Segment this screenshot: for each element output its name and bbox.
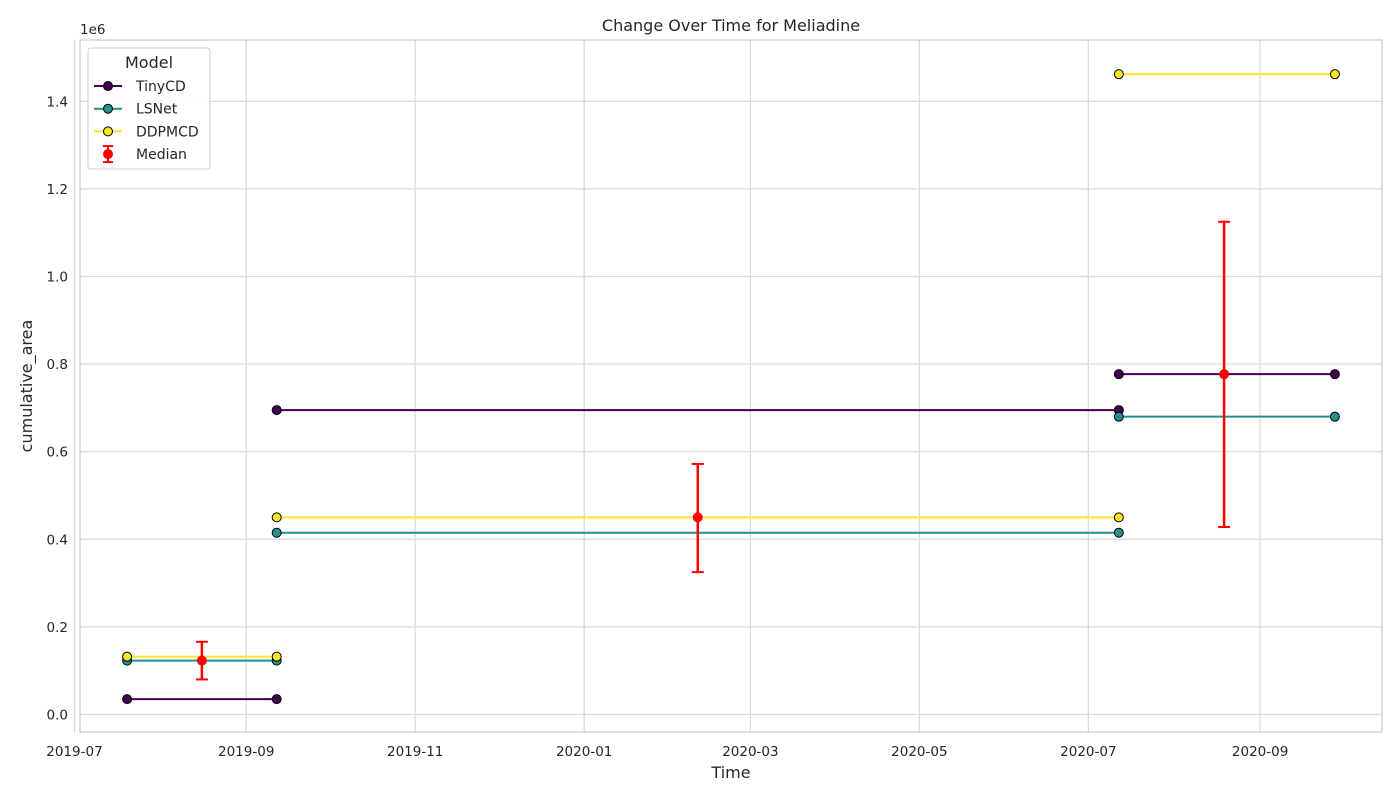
data-point (1113, 512, 1124, 523)
median-point (196, 655, 207, 666)
data-point (122, 694, 133, 705)
legend-label: TinyCD (135, 79, 186, 95)
data-point (271, 694, 282, 705)
x-tick-label: 2020-09 (1232, 744, 1288, 760)
legend-item: LSNet (94, 102, 178, 118)
median-errorbar (1218, 220, 1231, 529)
y-tick-label: 0.8 (47, 357, 68, 373)
plot-area (79, 39, 1383, 733)
x-axis-label: Time (710, 763, 750, 782)
chart-title: Change Over Time for Meliadine (602, 16, 860, 35)
median-layer (195, 220, 1231, 681)
x-tick-label: 2019-09 (218, 744, 274, 760)
data-point (122, 651, 133, 662)
legend-label: LSNet (136, 102, 178, 118)
data-point (1329, 369, 1340, 380)
series-ddpmcd (122, 69, 1340, 662)
median-errorbar (195, 640, 208, 681)
y-tick-label: 1.4 (47, 94, 68, 110)
data-point (271, 527, 282, 538)
median-errorbar (691, 462, 704, 574)
grid (73, 40, 1382, 732)
legend-item: DDPMCD (94, 124, 199, 140)
tick-labels: 2019-07 2019-09 2019-11 2020-01 2020-03 2020-… (46, 94, 1288, 760)
legend-title: Model (125, 53, 173, 72)
y-scale-label: 1e6 (80, 22, 105, 38)
legend-label: DDPMCD (136, 124, 199, 140)
data-point (1113, 369, 1124, 380)
median-point (1219, 369, 1230, 380)
x-tick-label: 2020-01 (556, 744, 612, 760)
median-point (692, 512, 703, 523)
data-point (1329, 69, 1340, 80)
x-tick-label: 2020-05 (891, 744, 947, 760)
legend-swatch-marker (103, 126, 113, 137)
y-tick-label: 0.4 (47, 532, 68, 548)
legend-swatch-marker (103, 149, 113, 160)
legend-swatch-marker (103, 81, 113, 91)
data-point (1113, 411, 1124, 422)
series-tinycd (122, 369, 1340, 705)
x-tick-label: 2020-07 (1060, 744, 1116, 760)
x-tick-label: 2019-11 (387, 744, 443, 760)
legend-box (87, 47, 211, 170)
data-point (1113, 527, 1124, 538)
y-tick-label: 0.2 (47, 620, 68, 636)
series-layer (122, 69, 1340, 705)
data-point (271, 651, 282, 662)
legend: Model TinyCD LSNet DDPMCD Median (87, 47, 211, 170)
y-axis-label: cumulative_area (17, 320, 37, 453)
data-point (271, 512, 282, 523)
legend-label: Median (136, 147, 187, 163)
data-point (1329, 411, 1340, 422)
data-point (1113, 69, 1124, 80)
legend-items: TinyCD LSNet DDPMCD Median (94, 79, 199, 164)
y-tick-label: 1.2 (47, 182, 68, 198)
legend-item: Median (103, 145, 187, 164)
data-point (271, 405, 282, 416)
x-tick-label: 2019-07 (46, 744, 102, 760)
x-tick-label: 2020-03 (722, 744, 778, 760)
legend-swatch-marker (103, 103, 113, 114)
y-tick-label: 0.6 (47, 445, 68, 461)
legend-item: TinyCD (94, 79, 186, 95)
y-tick-label: 1.0 (47, 270, 68, 286)
y-tick-label: 0.0 (47, 707, 68, 723)
